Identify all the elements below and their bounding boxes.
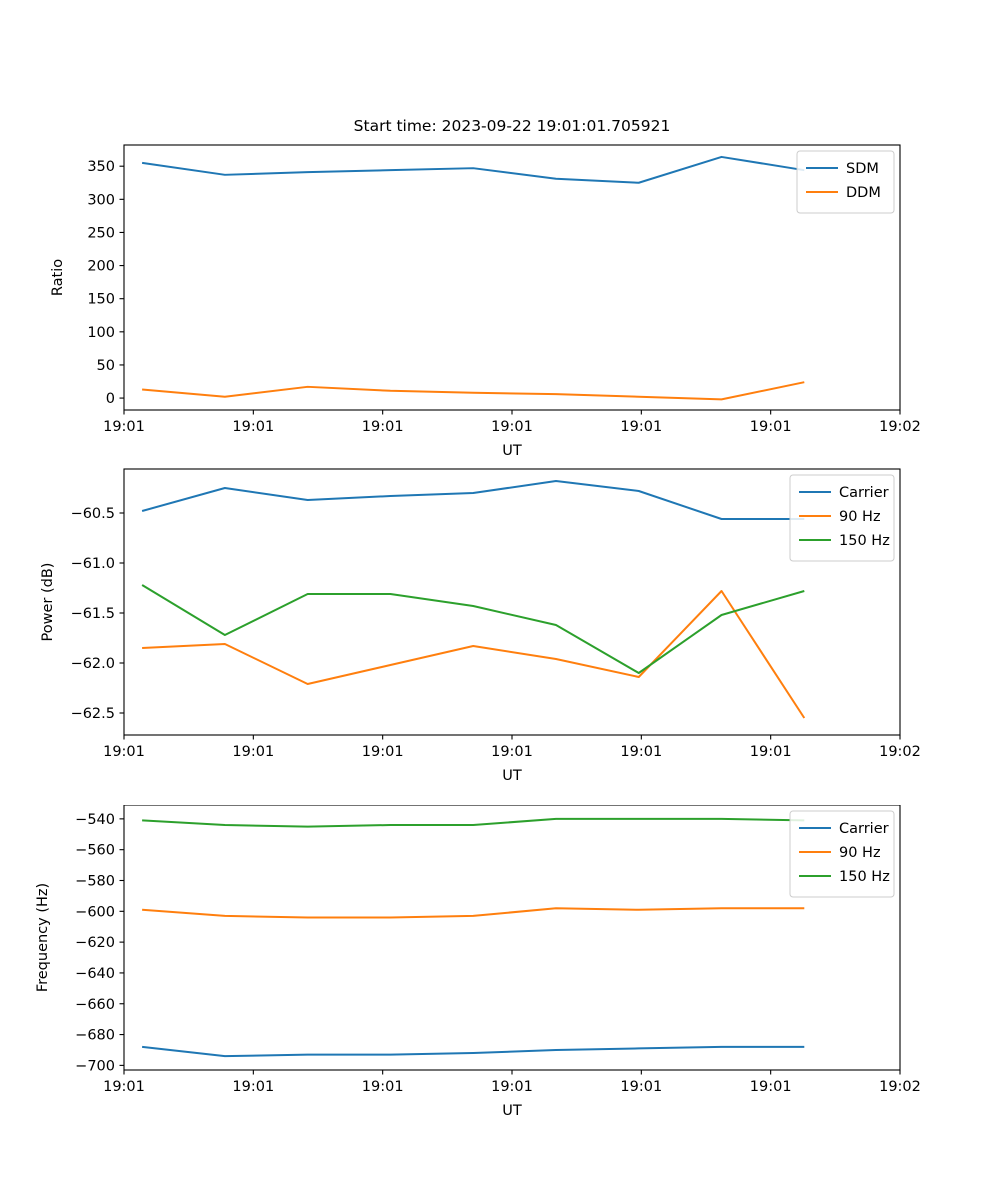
y-tick-label: −680 xyxy=(75,1028,115,1044)
series-line-sdm xyxy=(141,155,805,184)
x-tick-label: 19:01 xyxy=(362,1079,404,1095)
y-tick-label: −540 xyxy=(75,812,115,828)
y-tick-label: 150 xyxy=(87,292,115,308)
legend-label-carrier: Carrier xyxy=(839,485,889,501)
legend-label-ddm: DDM xyxy=(846,185,881,201)
x-tick-label: 19:01 xyxy=(750,419,792,435)
x-tick-label: 19:01 xyxy=(750,1079,792,1095)
y-tick-label: −61.0 xyxy=(71,556,115,572)
legend-label-carrier: Carrier xyxy=(839,821,889,837)
x-tick-label: 19:01 xyxy=(620,419,662,435)
x-tick-label: 19:01 xyxy=(491,1079,533,1095)
x-tick-label: 19:01 xyxy=(232,1079,274,1095)
series-line-carrier xyxy=(141,1045,805,1058)
y-tick-label: −62.5 xyxy=(71,706,115,722)
y-tick-label: −60.5 xyxy=(71,506,115,522)
x-tick-label: 19:01 xyxy=(620,1079,662,1095)
y-tick-label: 200 xyxy=(87,259,115,275)
legend-label-90-hz: 90 Hz xyxy=(839,509,881,525)
frequency-plot-svg: 19:01 19:01 19:01 19:01 19:01 19:01 19:02 UT −54… xyxy=(35,805,921,1119)
x-tick-label: 19:01 xyxy=(232,419,274,435)
legend-label-90-hz: 90 Hz xyxy=(839,845,881,861)
series-line-90-hz xyxy=(142,590,806,719)
y-tick-label: −580 xyxy=(75,873,115,889)
y-tick-label: −62.0 xyxy=(71,656,115,672)
y-tick-label: 100 xyxy=(87,325,115,341)
y-tick-label: −640 xyxy=(75,966,115,982)
x-axis-title: UT xyxy=(502,443,522,459)
axes-spine xyxy=(123,144,901,411)
x-tick-label: 19:01 xyxy=(362,419,404,435)
plot-title: Start time: 2023-09-22 19:01:01.705921 xyxy=(354,117,671,135)
series-line-150-hz xyxy=(141,584,805,674)
y-tick-label: −620 xyxy=(75,935,115,951)
y-tick-label: 50 xyxy=(97,358,115,374)
x-tick-label: 19:02 xyxy=(879,419,921,435)
subplot-ratio: Start time: 2023-09-22 19:01:01.705921 19… xyxy=(0,0,1000,460)
y-tick-label: 350 xyxy=(87,159,115,175)
x-tick-label: 19:01 xyxy=(750,744,792,760)
y-axis-title: Frequency (Hz) xyxy=(35,883,51,992)
y-tick-label: −61.5 xyxy=(71,606,115,622)
x-tick-label: 19:01 xyxy=(620,744,662,760)
y-axis-title: Ratio xyxy=(50,259,66,296)
subplot-frequency: 19:01 19:01 19:01 19:01 19:01 19:01 19:02 UT −54… xyxy=(0,805,1000,1200)
x-tick-label: 19:01 xyxy=(362,744,404,760)
subplot-power: 19:01 19:01 19:01 19:01 19:01 19:01 19:02 UT −60… xyxy=(0,460,1000,805)
legend-label-sdm: SDM xyxy=(846,161,879,177)
series-line-ddm xyxy=(142,381,805,401)
series-line-150-hz xyxy=(142,817,805,828)
x-tick-label: 19:02 xyxy=(879,1079,921,1095)
x-axis-title: UT xyxy=(502,1103,522,1119)
y-axis-title: Power (dB) xyxy=(40,563,56,642)
legend-box xyxy=(796,150,895,214)
ratio-plot-svg: Start time: 2023-09-22 19:01:01.705921 19… xyxy=(50,117,921,459)
axes-spine xyxy=(123,805,901,1071)
power-plot-svg: 19:01 19:01 19:01 19:01 19:01 19:01 19:02 UT −60… xyxy=(40,468,921,784)
y-tick-label: 250 xyxy=(87,225,115,241)
x-tick-label: 19:01 xyxy=(491,744,533,760)
x-tick-label: 19:01 xyxy=(103,744,145,760)
x-tick-label: 19:01 xyxy=(103,419,145,435)
y-tick-label: −700 xyxy=(75,1058,115,1074)
legend-label-150-hz: 150 Hz xyxy=(839,533,890,549)
series-line-carrier xyxy=(141,480,805,520)
x-tick-label: 19:01 xyxy=(491,419,533,435)
x-axis-title: UT xyxy=(502,768,522,784)
y-tick-label: −600 xyxy=(75,904,115,920)
series-line-90-hz xyxy=(142,907,805,919)
y-tick-label: −560 xyxy=(75,843,115,859)
axes-spine xyxy=(123,468,901,736)
y-tick-label: −660 xyxy=(75,997,115,1013)
legend-label-150-hz: 150 Hz xyxy=(839,869,890,885)
x-tick-label: 19:01 xyxy=(103,1079,145,1095)
y-tick-label: 0 xyxy=(106,391,115,407)
x-tick-label: 19:01 xyxy=(232,744,274,760)
y-tick-label: 300 xyxy=(87,192,115,208)
x-tick-label: 19:02 xyxy=(879,744,921,760)
